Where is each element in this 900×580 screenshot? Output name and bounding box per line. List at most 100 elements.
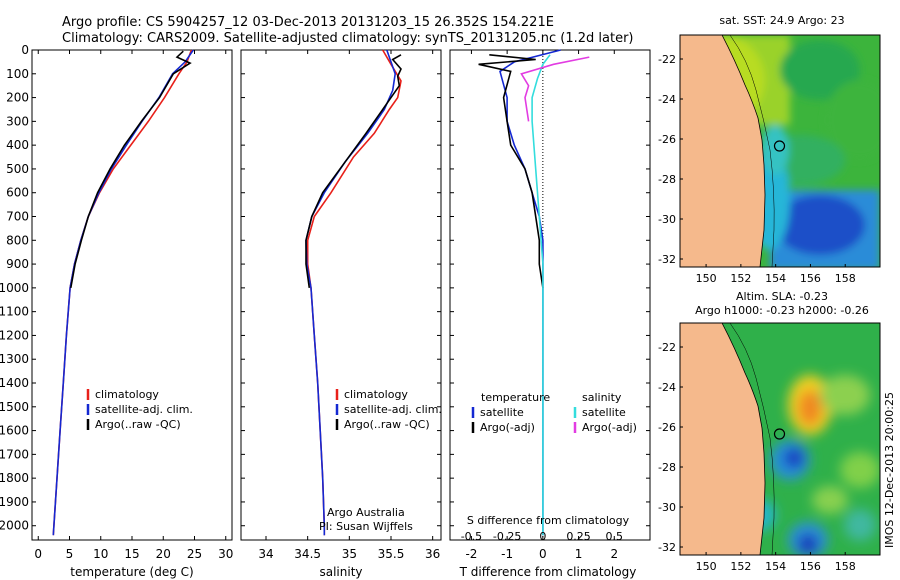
sst-argo-marker <box>773 140 786 152</box>
map-x-tick-label: 152 <box>730 272 751 285</box>
temperature-axes <box>31 49 233 541</box>
legend-label: Argo(-adj) <box>480 421 535 434</box>
temperature-panel: 0100200300400500600700800900100011001200… <box>0 43 233 579</box>
sla-map: Altim. SLA: -0.23 Argo h1000: -0.23 h200… <box>658 290 881 573</box>
x-tick-label: 35 <box>342 547 357 561</box>
legend-salinity-heading: salinity <box>582 391 622 404</box>
map-y-tick-label: -30 <box>658 501 676 514</box>
x-tick-label: 20 <box>156 547 171 561</box>
x-tick-label: -2 <box>465 547 477 561</box>
difference-axes <box>449 49 651 541</box>
legend-label: satellite <box>582 406 626 419</box>
x-tick-label: 35.5 <box>378 547 405 561</box>
map-y-tick-label: -26 <box>658 133 676 146</box>
x-tick-label: 34 <box>258 547 273 561</box>
y-tick-label: 1000 <box>0 281 29 295</box>
legend-label: climatology <box>95 388 159 401</box>
x-tick-label: 10 <box>93 547 108 561</box>
sla-map-frame <box>679 322 881 556</box>
s-tick-label: 0 <box>539 530 546 543</box>
y-tick-label: 1300 <box>0 352 29 366</box>
salinity-xlabel: salinity <box>319 565 362 579</box>
y-tick-label: 600 <box>6 186 29 200</box>
series-line-t-argo <box>478 54 544 289</box>
y-tick-label: 100 <box>6 67 29 81</box>
x-tick-label: 36 <box>425 547 440 561</box>
map-y-tick-label: -30 <box>658 213 676 226</box>
sla-argo-marker <box>773 428 786 440</box>
y-tick-label: 1600 <box>0 424 29 438</box>
map-x-tick-label: 150 <box>696 272 717 285</box>
x-tick-label: -1 <box>501 547 513 561</box>
x-tick-label: 2 <box>610 547 618 561</box>
legend-label: climatology <box>344 388 408 401</box>
difference-legend: temperature salinity satellite satellite Arg… <box>471 391 637 434</box>
y-tick-label: 900 <box>6 257 29 271</box>
y-tick-label: 1500 <box>0 400 29 414</box>
legend-label: satellite-adj. clim. <box>344 403 442 416</box>
map-y-tick-label: -32 <box>658 253 676 266</box>
series-line-s-argo <box>520 56 590 122</box>
map-x-tick-label: 158 <box>835 560 856 573</box>
x-tick-label: 5 <box>66 547 74 561</box>
map-x-tick-label: 154 <box>765 560 786 573</box>
x-tick-label: 25 <box>187 547 202 561</box>
legend-label: Argo(..raw -QC) <box>344 418 430 431</box>
argo-australia-label: Argo Australia <box>327 506 405 519</box>
y-tick-label: 200 <box>6 91 29 105</box>
y-tick-label: 1800 <box>0 471 29 485</box>
y-tick-label: 1700 <box>0 447 29 461</box>
map-y-tick-label: -28 <box>658 173 676 186</box>
difference-panel: -2 -1 0 1 2 S difference from climatology -0… <box>449 49 651 579</box>
legend-label: Argo(-adj) <box>582 421 637 434</box>
header-line2: Climatology: CARS2009. Satellite-adjuste… <box>62 31 634 46</box>
y-tick-label: 700 <box>6 210 29 224</box>
y-tick-label: 800 <box>6 233 29 247</box>
map-x-tick-label: 156 <box>800 560 821 573</box>
salinity-legend: climatology satellite-adj. clim. Argo(..ra… <box>335 388 442 431</box>
s-tick-label: -0.25 <box>493 530 521 543</box>
header-line1: Argo profile: CS 5904257_12 03-Dec-2013 … <box>62 15 554 30</box>
map-y-tick-label: -22 <box>658 341 676 354</box>
y-tick-label: 2000 <box>0 519 29 533</box>
x-tick-label: 34.5 <box>294 547 321 561</box>
map-y-tick-label: -22 <box>658 53 676 66</box>
imos-timestamp: IMOS 12-Dec-2013 20:00:25 <box>883 392 896 548</box>
s-difference-label: S difference from climatology <box>467 514 630 527</box>
map-x-tick-label: 150 <box>696 560 717 573</box>
temperature-legend: climatology satellite-adj. clim. Argo(..ra… <box>86 388 193 431</box>
s-tick-label: -0.5 <box>461 530 482 543</box>
sst-map: sat. SST: 24.9 Argo: 23 150 152 154 156 158 -… <box>658 14 881 285</box>
s-tick-label: 0.5 <box>606 530 624 543</box>
pi-label: PI: Susan Wijffels <box>319 520 413 533</box>
y-tick-label: 1200 <box>0 328 29 342</box>
legend-label: satellite-adj. clim. <box>95 403 193 416</box>
series-line-argo <box>305 54 402 289</box>
map-y-tick-label: -26 <box>658 421 676 434</box>
map-x-tick-label: 158 <box>835 272 856 285</box>
y-tick-label: 300 <box>6 114 29 128</box>
y-tick-label: 500 <box>6 162 29 176</box>
salinity-axes <box>240 49 442 541</box>
y-tick-label: 400 <box>6 138 29 152</box>
series-line-s-satellite <box>531 54 551 536</box>
sla-map-subtitle: Argo h1000: -0.23 h2000: -0.26 <box>695 304 869 317</box>
map-y-tick-label: -24 <box>658 381 676 394</box>
sst-map-frame <box>679 34 881 268</box>
temperature-xlabel: temperature (deg C) <box>70 565 193 579</box>
sla-map-title: Altim. SLA: -0.23 <box>736 290 828 303</box>
map-x-tick-label: 152 <box>730 560 751 573</box>
map-y-tick-label: -32 <box>658 541 676 554</box>
y-tick-label: 0 <box>21 43 29 57</box>
y-tick-label: 1400 <box>0 376 29 390</box>
legend-temperature-heading: temperature <box>481 391 550 404</box>
map-x-tick-label: 154 <box>765 272 786 285</box>
map-y-tick-label: -28 <box>658 461 676 474</box>
sst-map-title: sat. SST: 24.9 Argo: 23 <box>719 14 844 27</box>
x-tick-label: 0 <box>539 547 547 561</box>
map-y-tick-label: -24 <box>658 93 676 106</box>
salinity-panel: 34 34.5 35 35.5 36 salinity climatology satel… <box>240 49 442 579</box>
legend-label: Argo(..raw -QC) <box>95 418 181 431</box>
s-tick-label: 0.25 <box>566 530 591 543</box>
